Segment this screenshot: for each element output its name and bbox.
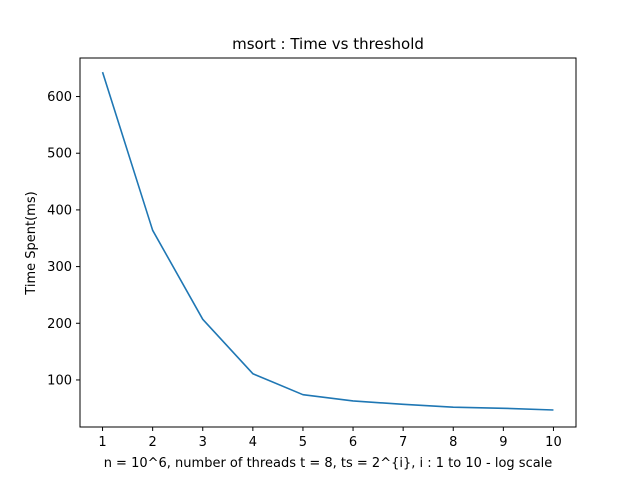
x-tick-label: 10: [545, 435, 562, 450]
series-line: [101, 71, 554, 411]
y-axis: 100 200 300 400 500 600: [47, 90, 80, 388]
x-tick-label: 8: [449, 435, 457, 450]
x-tick-label: 9: [499, 435, 507, 450]
y-tick-label: 600: [47, 90, 72, 105]
x-tick-label: 2: [149, 435, 157, 450]
chart-title: msort : Time vs threshold: [232, 35, 424, 53]
y-tick-label: 400: [47, 203, 72, 218]
x-tick-label: 5: [299, 435, 307, 450]
x-tick-label: 4: [249, 435, 257, 450]
y-tick-label: 200: [47, 317, 72, 332]
y-tick-label: 100: [47, 373, 72, 388]
y-axis-title: Time Spent(ms): [24, 191, 39, 295]
y-tick-label: 500: [47, 147, 72, 162]
x-axis: 1 2 3 4 5 6 7 8 9 10: [98, 427, 562, 450]
x-axis-title: n = 10^6, number of threads t = 8, ts = …: [104, 456, 553, 471]
series-group: [101, 71, 554, 411]
x-tick-label: 6: [349, 435, 357, 450]
x-tick-label: 7: [399, 435, 407, 450]
plot-area-frame: [79, 57, 577, 428]
x-tick-label: 1: [98, 435, 106, 450]
x-tick-label: 3: [199, 435, 207, 450]
y-tick-label: 300: [47, 260, 72, 275]
